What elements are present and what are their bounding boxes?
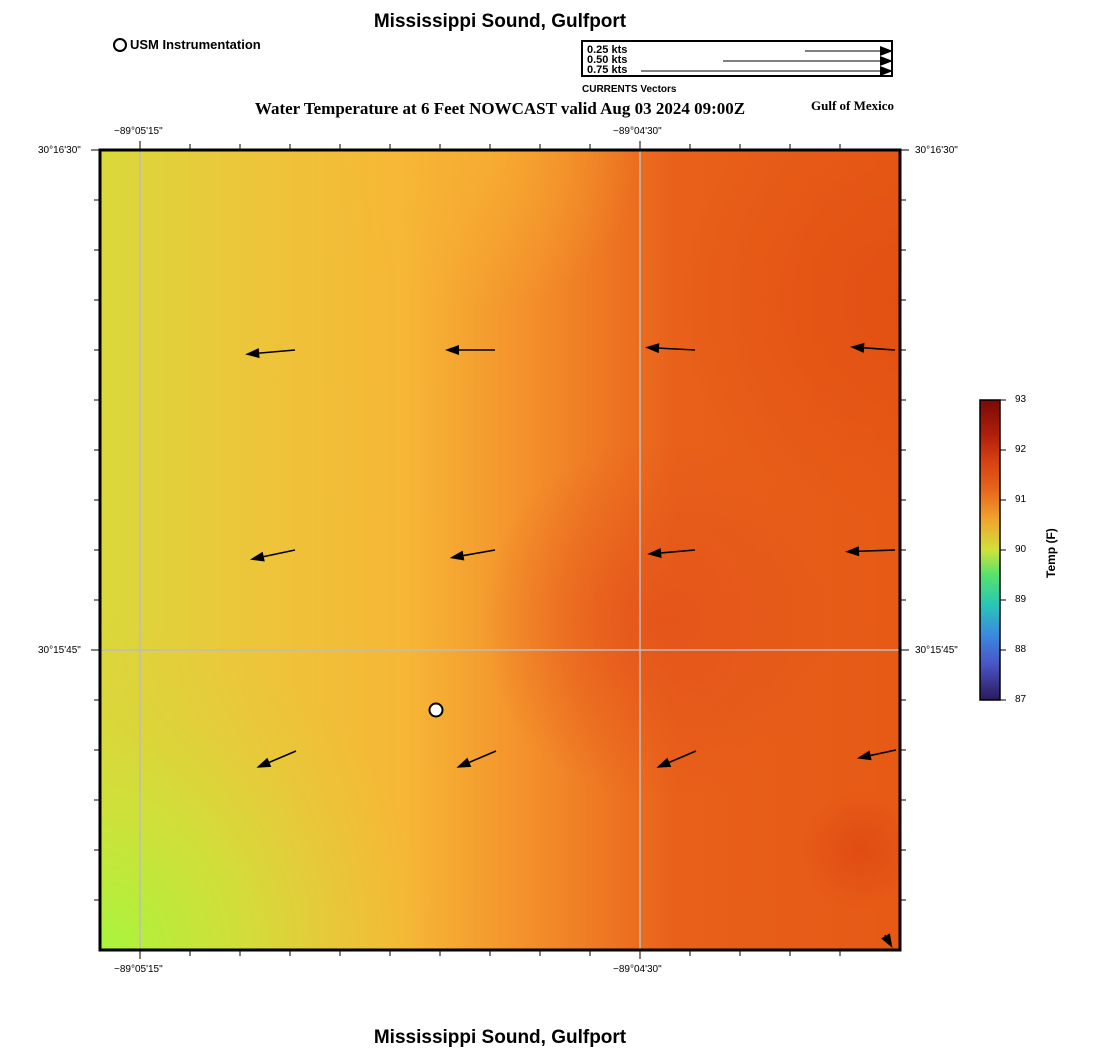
vector-scale-legend: 0.25 kts 0.50 kts 0.75 kts <box>581 40 893 77</box>
vector-scale-arrow-2 <box>723 56 893 66</box>
current-vector-arrow <box>647 547 696 558</box>
vector-scale-arrow-3 <box>641 66 893 76</box>
current-vector-arrow <box>656 750 697 768</box>
current-vector-arrow <box>856 749 897 761</box>
colorbar-tick-89: 89 <box>1015 594 1027 605</box>
map-title: Mississippi Sound, Gulfport <box>373 11 627 32</box>
usm-station-marker[interactable] <box>428 702 444 718</box>
current-vector-arrow <box>881 933 893 948</box>
colorbar-tick-88: 88 <box>1015 644 1027 655</box>
current-vectors <box>245 342 897 948</box>
footer-title: Mississippi Sound, Gulfport <box>373 1027 627 1048</box>
temperature-map <box>91 141 909 959</box>
current-vector-arrow <box>456 750 497 768</box>
current-vector-arrow <box>845 546 896 557</box>
colorbar-tick-91: 91 <box>1015 494 1027 505</box>
lon-label-top-2: −89°04'30" <box>613 126 662 137</box>
station-legend: USM Instrumentation <box>113 37 261 52</box>
colorbar-tick-87: 87 <box>1015 694 1027 705</box>
colorbar-tick-90: 90 <box>1015 544 1027 555</box>
graticule <box>100 150 900 950</box>
temperature-field <box>100 150 900 950</box>
map-frame <box>98 148 902 952</box>
region-label: Gulf of Mexico <box>811 98 895 113</box>
current-vector-arrow <box>850 342 896 353</box>
vector-scale-arrow-1 <box>805 46 893 56</box>
vector-scale-label-2: 0.50 kts <box>587 54 628 66</box>
current-vector-arrow <box>645 343 696 354</box>
vector-scale-arrows <box>641 46 893 76</box>
current-vector-arrow <box>250 549 296 562</box>
lon-label-bottom-1: −89°05'15" <box>114 964 163 975</box>
colorbar-ramp <box>979 399 1001 701</box>
colorbar-tick-92: 92 <box>1015 444 1027 455</box>
vector-scale-label-3: 0.75 kts <box>587 64 628 76</box>
vector-scale-label-1: 0.25 kts <box>587 44 628 56</box>
lat-label-left-1: 30°16'30" <box>38 145 81 156</box>
colorbar <box>979 399 1006 701</box>
colorbar-tick-93: 93 <box>1015 394 1027 405</box>
colorbar-title: Temp (F) <box>1044 528 1058 578</box>
vector-caption: CURRENTS Vectors <box>582 84 677 95</box>
lon-label-bottom-2: −89°04'30" <box>613 964 662 975</box>
current-vector-arrow <box>256 750 297 768</box>
current-vector-arrow <box>449 549 496 561</box>
lat-label-right-2: 30°15'45" <box>915 645 958 656</box>
lon-label-top-1: −89°05'15" <box>114 126 163 137</box>
lat-label-left-2: 30°15'45" <box>38 645 81 656</box>
current-vector-arrow <box>245 348 296 359</box>
station-legend-label: USM Instrumentation <box>130 37 261 52</box>
station-marker-icon <box>113 37 127 52</box>
lat-label-right-1: 30°16'30" <box>915 145 958 156</box>
current-vector-arrow <box>445 345 495 355</box>
map-subtitle: Water Temperature at 6 Feet NOWCAST vali… <box>254 99 746 118</box>
